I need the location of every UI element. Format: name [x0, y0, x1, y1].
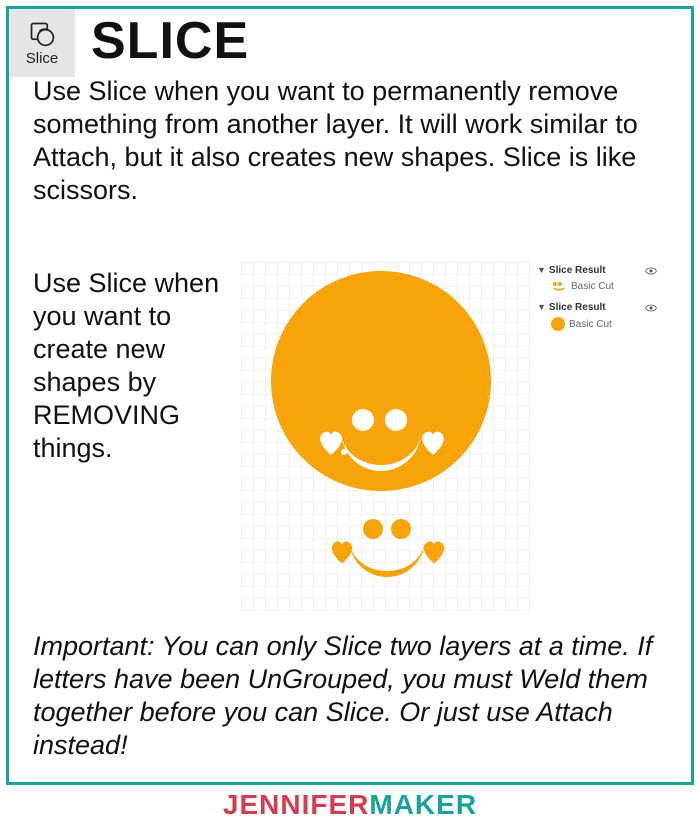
slice-icon: [28, 20, 56, 48]
result-smile: [349, 531, 425, 577]
content-frame: Slice SLICE Use Slice when you want to p…: [6, 6, 694, 785]
layer-title-2: Slice Result: [549, 302, 606, 313]
important-note: Important: You can only Slice two layers…: [33, 630, 661, 762]
slice-chip-label: Slice: [26, 50, 59, 67]
brand-part-2: MAKER: [369, 789, 477, 820]
layer-title-1: Slice Result: [549, 265, 606, 276]
layer-group-1[interactable]: ▼Slice Result Basic Cut: [533, 261, 661, 298]
intro-paragraph: Use Slice when you want to permanently r…: [33, 75, 661, 207]
layer-thumb-2: [551, 317, 565, 331]
page-title: SLICE: [91, 11, 249, 71]
brand-part-1: JENNIFER: [223, 789, 369, 820]
slice-tool-chip[interactable]: Slice: [9, 9, 75, 77]
layer-sub-2: Basic Cut: [569, 319, 612, 330]
canvas-grid: [241, 261, 531, 611]
design-canvas-screenshot: ▼Slice Result Basic Cut ▼Slice Result: [241, 261, 661, 611]
layer-sub-1: Basic Cut: [571, 281, 614, 292]
layer-group-2[interactable]: ▼Slice Result Basic Cut: [533, 298, 661, 337]
visibility-icon[interactable]: [645, 267, 657, 275]
layers-panel: ▼Slice Result Basic Cut ▼Slice Result: [533, 261, 661, 337]
secondary-paragraph: Use Slice when you want to create new sh…: [33, 267, 243, 465]
brand-footer: JENNIFERMAKER: [0, 789, 700, 821]
visibility-icon[interactable]: [645, 304, 657, 312]
layer-thumb-1: [551, 280, 567, 292]
face-heart-cutout-right: [417, 429, 449, 457]
